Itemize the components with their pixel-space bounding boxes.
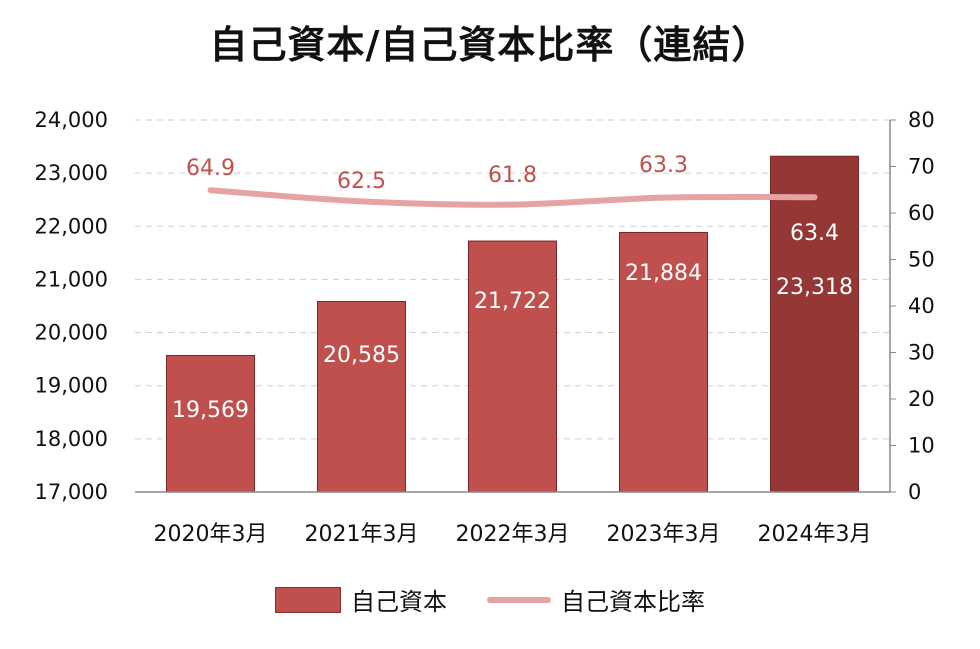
legend-bar-swatch [275,586,341,613]
legend-label-equity: 自己資本 [351,588,447,616]
y-right-tick-label: 80 [908,108,935,132]
bar [468,240,557,493]
y-right-tick-label: 40 [908,294,935,318]
bar-value-label: 21,722 [474,289,551,314]
ratio-line-path [207,187,818,208]
ratio-value-label: 63.4 [790,221,839,246]
x-tick-label: 2023年3月 [607,522,721,547]
y-right-tick-label: 60 [908,201,935,225]
axes: 17,000 18,000 19,000 20,000 21,000 22,000 23,0… [35,108,935,547]
bar-value-label: 20,585 [323,343,400,368]
y-right-tick-label: 0 [908,480,921,504]
y-left-tick-label: 24,000 [35,108,108,132]
y-right-tick-label: 30 [908,341,935,365]
x-tick-label: 2020年3月 [154,522,268,547]
y-right-tick-label: 20 [908,387,935,411]
legend-item-equity: 自己資本 [275,582,447,617]
ratio-line [207,187,818,208]
bar-value-label: 23,318 [776,275,853,300]
data-labels: 19,569 20,585 21,722 21,884 23,318 64.9 62.5 61… [172,153,853,423]
chart-title: 自己資本/自己資本比率（連結） [209,23,771,67]
bar [770,155,859,493]
y-right-tick-label: 70 [908,155,935,179]
legend-label-ratio: 自己資本比率 [561,588,705,616]
y-left-tick-label: 17,000 [35,480,108,504]
x-tick-label: 2022年3月 [456,522,570,547]
y-left-tick-label: 18,000 [35,427,108,451]
y-right-tick-label: 50 [908,248,935,272]
bar [619,231,708,493]
bar-value-label: 21,884 [625,261,702,286]
bar-value-label: 19,569 [172,398,249,423]
bar [317,300,406,493]
y-left-tick-label: 19,000 [35,374,108,398]
ratio-value-label: 64.9 [186,156,235,181]
y-left-tick-label: 20,000 [35,321,108,345]
y-right-tick-label: 10 [908,434,935,458]
ratio-value-label: 62.5 [337,169,386,194]
y-left-tick-label: 23,000 [35,161,108,185]
ratio-value-label: 63.3 [639,153,688,178]
y-left-tick-label: 22,000 [35,214,108,238]
legend: 自己資本 自己資本比率 [0,582,980,617]
legend-line-swatch [487,596,551,603]
bar [166,354,255,493]
x-tick-label: 2024年3月 [758,522,872,547]
x-tick-label: 2021年3月 [305,522,419,547]
ratio-value-label: 61.8 [488,163,537,188]
y-left-tick-label: 21,000 [35,267,108,291]
legend-item-ratio: 自己資本比率 [487,582,705,617]
